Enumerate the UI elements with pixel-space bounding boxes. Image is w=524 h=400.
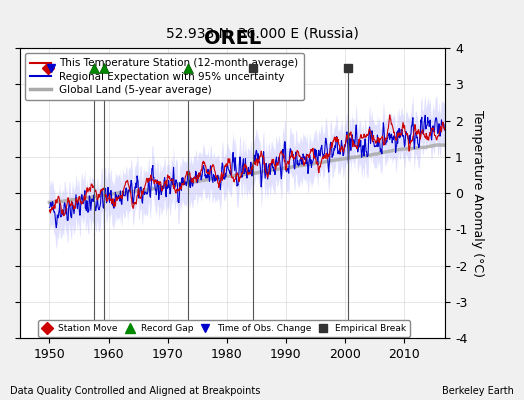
Title: OREL: OREL: [204, 29, 261, 48]
Y-axis label: Temperature Anomaly (°C): Temperature Anomaly (°C): [471, 110, 484, 277]
Legend: Station Move, Record Gap, Time of Obs. Change, Empirical Break: Station Move, Record Gap, Time of Obs. C…: [38, 320, 410, 337]
Text: Berkeley Earth: Berkeley Earth: [442, 386, 514, 396]
Text: 52.933 N, 36.000 E (Russia): 52.933 N, 36.000 E (Russia): [166, 27, 358, 41]
Text: Data Quality Controlled and Aligned at Breakpoints: Data Quality Controlled and Aligned at B…: [10, 386, 261, 396]
